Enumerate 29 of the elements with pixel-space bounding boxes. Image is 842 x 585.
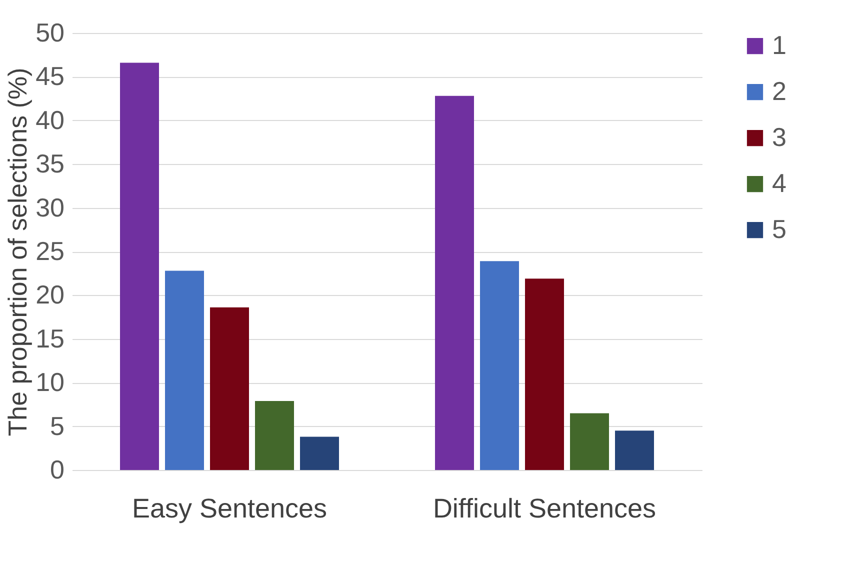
y-tick-label: 10: [36, 367, 64, 398]
y-tick-label: 0: [50, 454, 64, 484]
y-tick-label: 15: [36, 323, 64, 354]
bar: [300, 436, 339, 470]
y-tick-label: 25: [36, 236, 64, 266]
y-tick-label: 40: [36, 104, 64, 135]
y-tick-label: 45: [36, 61, 64, 92]
bar: [615, 430, 654, 470]
y-tick-label: 35: [36, 148, 64, 179]
x-tick-label: Easy Sentences: [132, 494, 328, 524]
legend-label: 3: [772, 122, 786, 152]
y-tick-label: 20: [36, 280, 64, 310]
bar: [480, 261, 519, 470]
bar: [435, 96, 474, 470]
bar: [525, 278, 564, 470]
y-tick-label: 50: [36, 18, 64, 48]
bar: [120, 62, 159, 470]
bar: [255, 400, 294, 470]
y-tick-label: 5: [50, 410, 64, 441]
bar: [570, 413, 609, 470]
y-tick-label: 30: [36, 192, 64, 222]
legend-label: 5: [772, 214, 786, 244]
legend-label: 4: [772, 168, 786, 198]
legend-label: 1: [772, 30, 786, 60]
bar: [165, 270, 204, 470]
x-tick-label: Difficult Sentences: [432, 494, 656, 524]
legend-label: 2: [772, 76, 786, 106]
bar: [210, 307, 249, 470]
y-axis-title: The proportion of selections (%): [2, 68, 33, 436]
